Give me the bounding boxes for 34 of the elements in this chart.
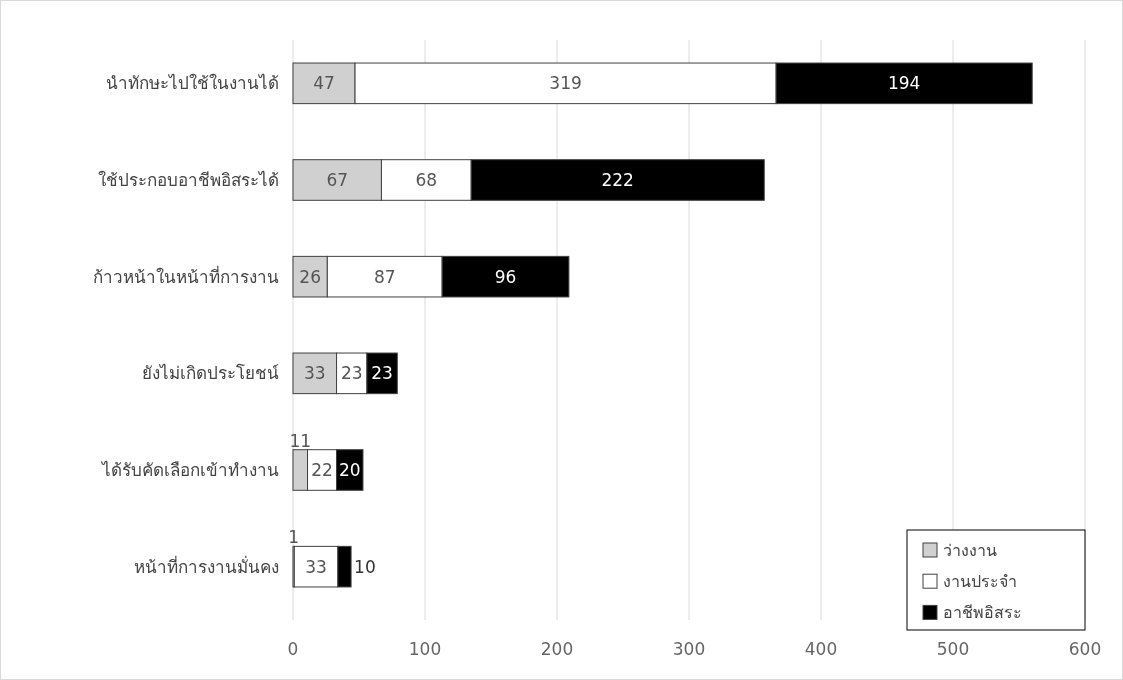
data-label: 11 bbox=[289, 430, 312, 451]
data-label: 26 bbox=[299, 266, 321, 287]
y-tick-label: หน้าที่การงานมั่นคง bbox=[134, 554, 279, 577]
data-label: 319 bbox=[549, 73, 582, 94]
data-label: 1 bbox=[288, 527, 300, 548]
data-label: 23 bbox=[340, 363, 363, 384]
legend-label: งานประจำ bbox=[943, 572, 1017, 592]
data-label: 67 bbox=[326, 170, 349, 190]
data-label: 222 bbox=[601, 170, 634, 190]
data-label: 68 bbox=[415, 170, 438, 190]
x-tick-label: 0 bbox=[287, 639, 299, 659]
y-tick-label: ก้าวหน้าในหน้าที่การงาน bbox=[93, 264, 279, 287]
legend-label: ว่างงาน bbox=[943, 541, 997, 560]
x-tick-label: 300 bbox=[672, 639, 706, 659]
x-tick-label: 500 bbox=[936, 639, 970, 659]
data-label: 23 bbox=[371, 363, 393, 384]
y-tick-label: ยังไม่เกิดประโยชน์ bbox=[142, 363, 279, 384]
data-label: 96 bbox=[494, 266, 517, 287]
legend-label: อาชีพอิสระ bbox=[943, 603, 1022, 623]
y-tick-label: ได้รับคัดเลือกเข้าทำงาน bbox=[100, 460, 279, 480]
y-tick-label: นำทักษะไปใช้ในงานได้ bbox=[106, 73, 279, 94]
data-label: 22 bbox=[311, 460, 333, 480]
x-tick-label: 200 bbox=[540, 639, 574, 659]
data-label: 194 bbox=[887, 73, 921, 94]
data-label: 87 bbox=[373, 266, 396, 287]
x-tick-label: 400 bbox=[804, 639, 838, 659]
y-tick-label: ใช้ประกอบอาชีพอิสระได้ bbox=[98, 170, 279, 190]
data-label: 20 bbox=[338, 460, 361, 480]
data-label: 47 bbox=[313, 73, 335, 94]
data-label: 33 bbox=[303, 363, 326, 384]
x-tick-label: 600 bbox=[1068, 639, 1102, 659]
data-label: 33 bbox=[305, 556, 327, 577]
data-label: 10 bbox=[354, 556, 376, 577]
x-tick-label: 100 bbox=[408, 639, 442, 659]
